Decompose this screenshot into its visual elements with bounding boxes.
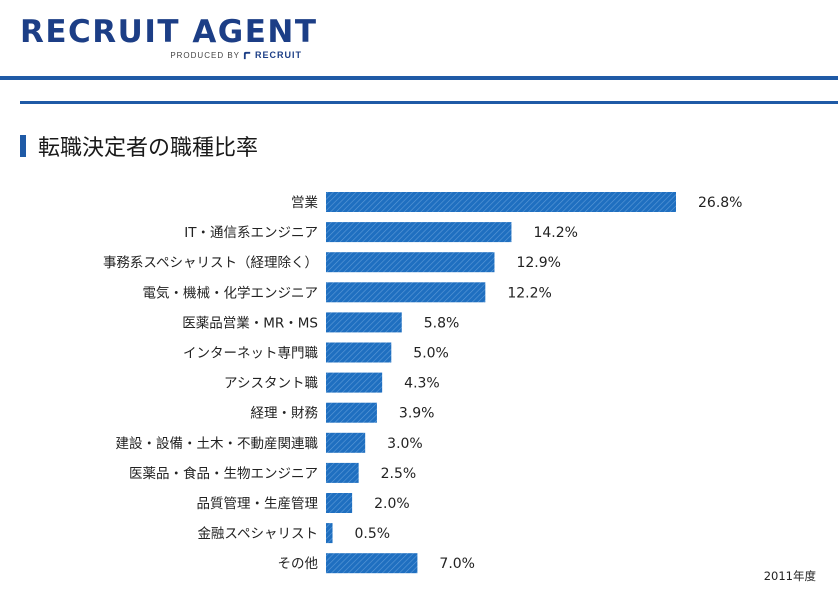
value-label: 14.2% [533,225,577,241]
value-label: 5.0% [413,346,449,362]
logo-wordmark: RECRUIT AGENT [20,14,318,50]
bar [326,432,366,453]
bar [326,372,383,393]
section-divider [20,101,838,104]
bar [326,523,333,544]
category-label: 医薬品・食品・生物エンジニア [129,465,318,482]
bar [326,402,377,423]
section-heading: 転職決定者の職種比率 [20,131,258,161]
value-label: 3.9% [399,406,435,422]
bar [326,553,418,574]
produced-by-text: PRODUCED BY [170,50,240,60]
category-label: 品質管理・生産管理 [197,496,319,512]
recruit-mark-icon [243,51,251,59]
value-label: 7.0% [439,556,475,572]
category-label: 電気・機械・化学エンジニア [143,285,319,301]
category-label: その他 [278,556,319,572]
job-type-bar-chart: 営業 26.8% IT・通信系エンジニア 14.2% 事務系スペシャリスト（経理除く） 1… [103,192,742,574]
value-label: 12.9% [516,255,560,271]
category-label: 営業 [291,195,318,211]
value-label: 3.0% [387,436,423,452]
fiscal-year-note: 2011年度 [763,569,816,583]
bar [326,282,486,303]
value-label: 4.3% [404,376,440,392]
bar [326,342,392,363]
logo-tagline: PRODUCED BY RECRUIT [170,50,302,60]
category-label: インターネット専門職 [183,346,318,362]
category-label: 医薬品営業・MR・MS [182,315,318,331]
heading-marker [20,135,26,157]
category-label: アシスタント職 [224,376,318,392]
bar [326,462,359,483]
category-label: 建設・設備・土木・不動産関連職 [116,436,319,452]
value-label: 2.0% [374,496,410,512]
bar [326,192,676,212]
bar [326,493,353,513]
header-divider [0,76,838,80]
bar [326,252,495,273]
recruit-agent-logo[interactable]: RECRUIT AGENT PRODUCED BY RECRUIT [20,14,316,66]
recruit-brand-text: RECRUIT [255,50,302,60]
value-label: 0.5% [355,526,391,542]
category-label: 事務系スペシャリスト（経理除く） [103,255,318,271]
category-label: IT・通信系エンジニア [184,225,318,241]
value-label: 5.8% [424,315,460,331]
value-label: 2.5% [381,466,417,482]
value-label: 12.2% [507,285,551,301]
bar [326,222,512,243]
page-title: 転職決定者の職種比率 [38,136,259,161]
category-label: 金融スペシャリスト [197,526,318,542]
value-label: 26.8% [698,195,742,211]
category-label: 経理・財務 [251,406,319,422]
bar [326,312,402,333]
